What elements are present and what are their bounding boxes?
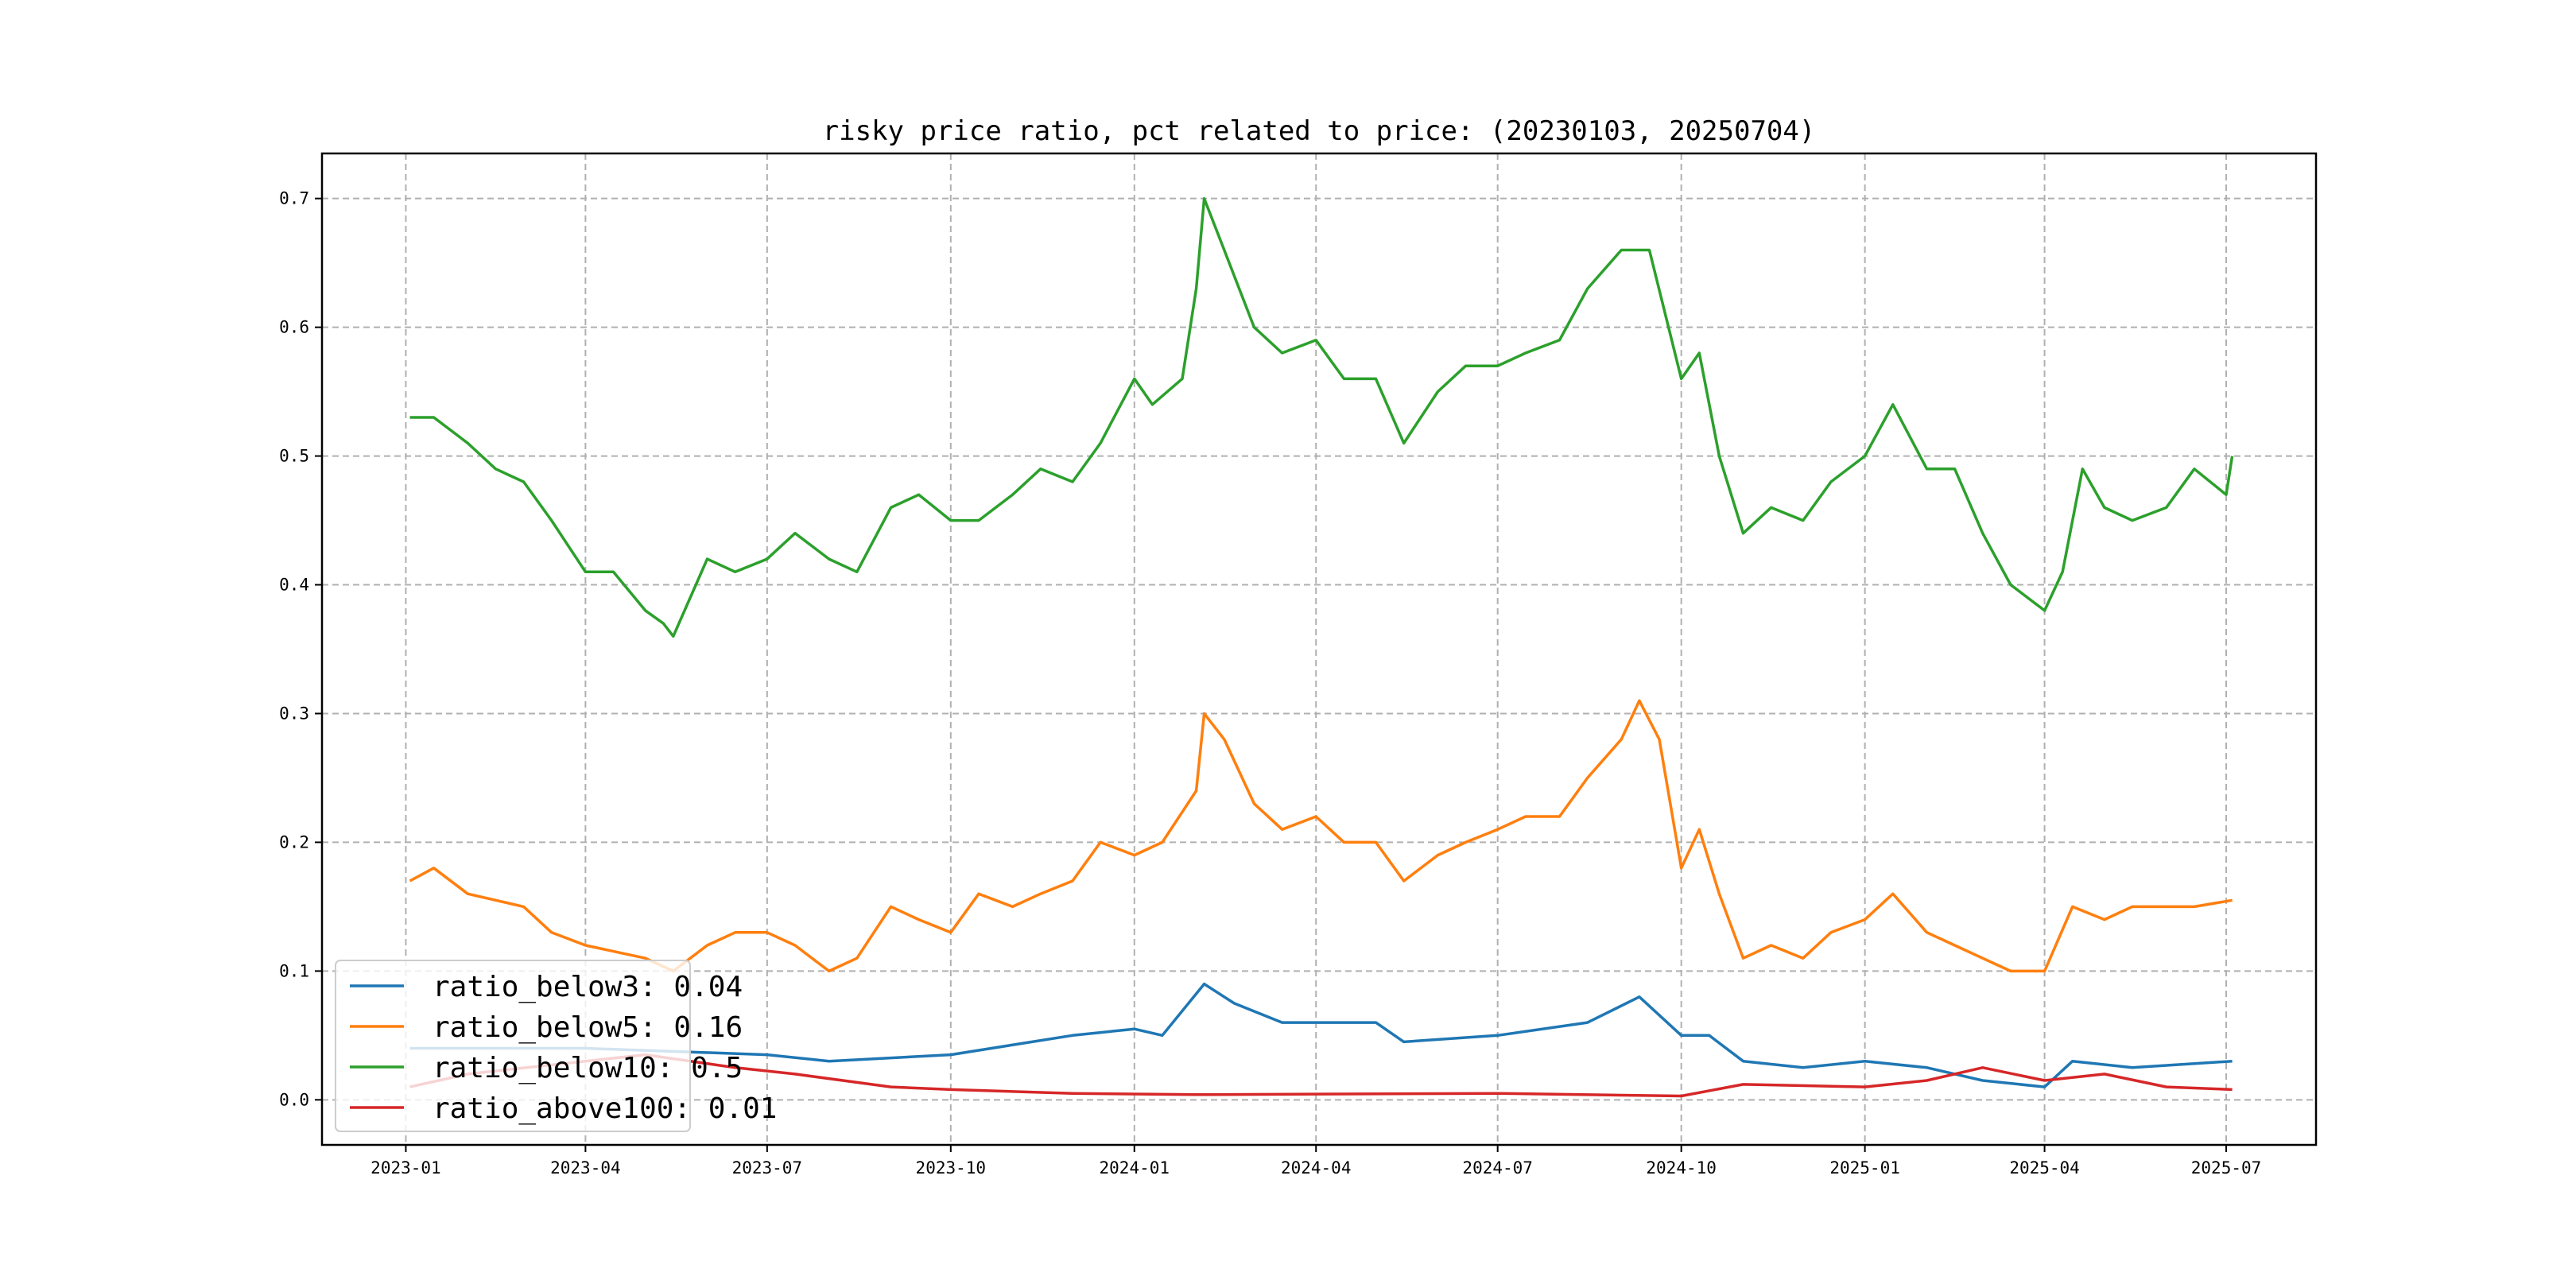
y-tick-label: 0.3 (279, 704, 309, 723)
y-tick-label: 0.7 (279, 189, 309, 208)
legend-label-ratio_below10: ratio_below10: 0.5 (433, 1052, 743, 1084)
legend-label-ratio_below3: ratio_below3: 0.04 (433, 971, 743, 1003)
axes-frame (320, 152, 2318, 1146)
y-tick-label: 0.2 (279, 832, 309, 852)
legend-label-ratio_below5: ratio_below5: 0.16 (433, 1011, 743, 1044)
x-axis: 2023-01 2023-04 2023-07 2023-10 2024-01 2024-… (370, 1145, 2261, 1177)
x-tick-label: 2023-07 (732, 1158, 803, 1177)
series-line-ratio_below5 (409, 699, 2233, 973)
x-tick-label: 2024-10 (1646, 1158, 1717, 1177)
x-tick-label: 2024-04 (1281, 1158, 1352, 1177)
legend-box (335, 960, 691, 1132)
x-tick-label: 2025-04 (2009, 1158, 2080, 1177)
legend-label-ratio_above100: ratio_above100: 0.01 (433, 1092, 777, 1125)
series-line-ratio_below10 (409, 196, 2234, 638)
x-tick-label: 2023-10 (916, 1158, 987, 1177)
series-group (409, 196, 2234, 1098)
y-tick-label: 0.5 (279, 447, 309, 466)
chart-title: risky price ratio, pct related to price:… (823, 115, 1816, 147)
x-tick-label: 2025-07 (2191, 1158, 2262, 1177)
x-tick-label: 2024-01 (1100, 1158, 1170, 1177)
x-tick-label: 2023-01 (370, 1158, 441, 1177)
y-tick-label: 0.4 (279, 576, 309, 595)
y-tick-label: 0.0 (279, 1090, 309, 1109)
x-tick-label: 2023-04 (550, 1158, 621, 1177)
x-tick-label: 2025-01 (1829, 1158, 1900, 1177)
y-tick-label: 0.1 (279, 961, 309, 980)
legend: ratio_below3: 0.04 ratio_below5: 0.16 rati… (335, 960, 777, 1132)
y-tick-label: 0.6 (279, 318, 309, 337)
series-line-ratio_below3 (409, 982, 2233, 1088)
y-axis: 0.0 0.1 0.2 0.3 0.4 0.5 0.6 0.7 (279, 189, 322, 1109)
x-tick-label: 2024-07 (1462, 1158, 1533, 1177)
